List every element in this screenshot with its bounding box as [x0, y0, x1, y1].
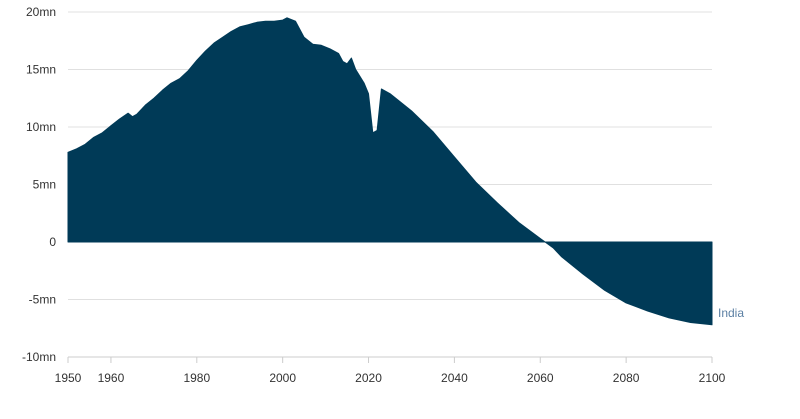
y-tick-label: 10mn — [26, 120, 56, 134]
x-tick-label: 2020 — [355, 371, 382, 385]
x-tick-label: 2080 — [613, 371, 640, 385]
x-tick-label: 1950 — [55, 371, 82, 385]
x-tick-label: 2040 — [441, 371, 468, 385]
x-tick-label: 1960 — [98, 371, 125, 385]
x-tick-label: 1980 — [183, 371, 210, 385]
y-tick-label: 5mn — [33, 178, 56, 192]
series-label: India — [718, 306, 744, 320]
y-tick-label: -10mn — [22, 350, 56, 364]
y-tick-label: 15mn — [26, 63, 56, 77]
series-area-india — [67, 17, 713, 326]
x-tick-label: 2000 — [269, 371, 296, 385]
y-tick-label: 20mn — [26, 5, 56, 19]
x-tick-label: 2100 — [699, 371, 726, 385]
plot-area — [67, 17, 713, 326]
y-tick-label: 0 — [49, 235, 56, 249]
x-axis: 1950 1960 1980 2000 2020 2040 2060 2080 2100 — [55, 356, 726, 385]
y-tick-label: -5mn — [29, 293, 56, 307]
y-axis: 20mn 15mn 10mn 5mn 0 -5mn -10mn — [22, 5, 56, 364]
series-labels: India — [718, 306, 744, 320]
x-tick-label: 2060 — [527, 371, 554, 385]
